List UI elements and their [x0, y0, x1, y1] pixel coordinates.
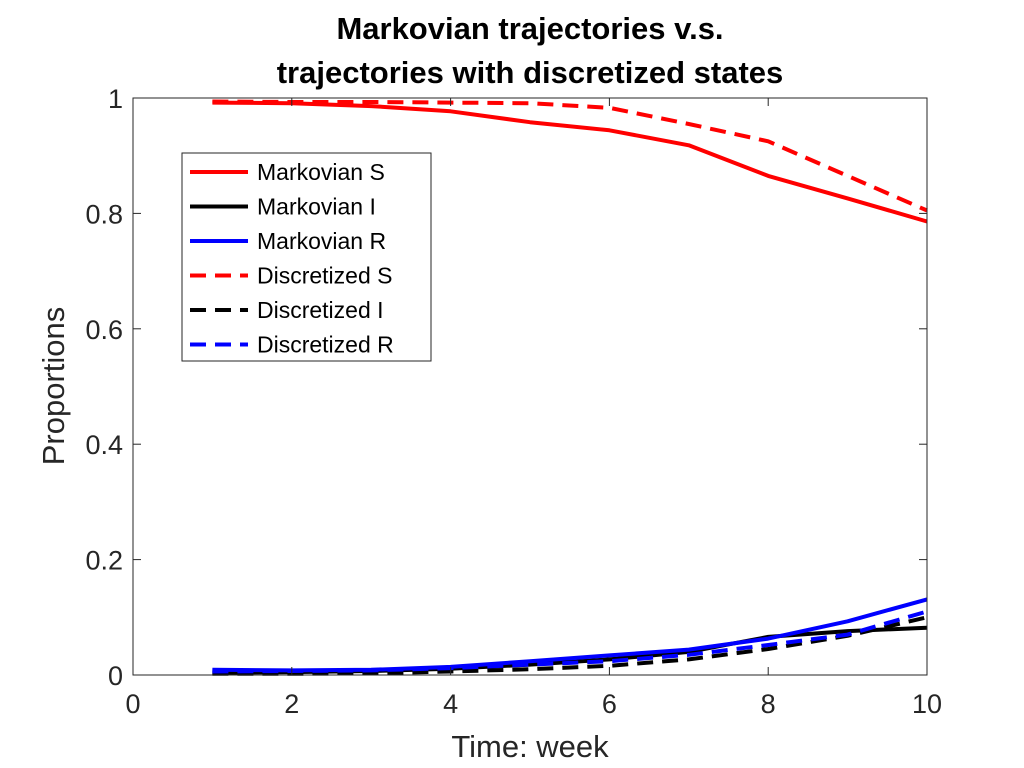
- chart-title-line-2: trajectories with discretized states: [277, 55, 784, 90]
- legend-label-3: Discretized S: [257, 263, 392, 289]
- x-tick-label: 10: [912, 689, 942, 719]
- legend-label-5: Discretized R: [257, 332, 394, 358]
- y-tick-label: 0.2: [85, 546, 123, 576]
- legend: Markovian S Markovian I Markovian R Discret…: [181, 152, 432, 362]
- series-line-5: [212, 609, 928, 674]
- y-tick-label: 0.8: [85, 199, 123, 229]
- legend-box: [181, 152, 432, 362]
- series-layer: [212, 99, 928, 676]
- y-tick-label: 0.4: [85, 430, 123, 460]
- y-axis-label: Proportions: [36, 307, 71, 466]
- series-line-3: [212, 99, 928, 213]
- legend-label-0: Markovian S: [257, 159, 385, 185]
- chart-title-line-1: Markovian trajectories v.s.: [336, 11, 723, 46]
- series-line-2: [212, 597, 928, 673]
- tick-layer: 0 2 4 6 8 10 0 0.2 0.4 0.6 0.8 1: [85, 84, 942, 719]
- series-line-0: [212, 100, 928, 224]
- series-line-4: [212, 615, 928, 676]
- x-tick-label: 8: [761, 689, 776, 719]
- x-axis-label: Time: week: [451, 729, 609, 764]
- legend-label-4: Discretized I: [257, 297, 384, 323]
- axes-box: [132, 97, 928, 676]
- y-tick-label: 1: [108, 84, 123, 114]
- y-tick-label: 0.6: [85, 315, 123, 345]
- legend-label-2: Markovian R: [257, 228, 386, 254]
- legend-label-1: Markovian I: [257, 194, 376, 220]
- x-tick-label: 0: [125, 689, 140, 719]
- x-tick-label: 4: [443, 689, 458, 719]
- x-tick-label: 2: [284, 689, 299, 719]
- y-tick-label: 0: [108, 661, 123, 691]
- x-tick-label: 6: [602, 689, 617, 719]
